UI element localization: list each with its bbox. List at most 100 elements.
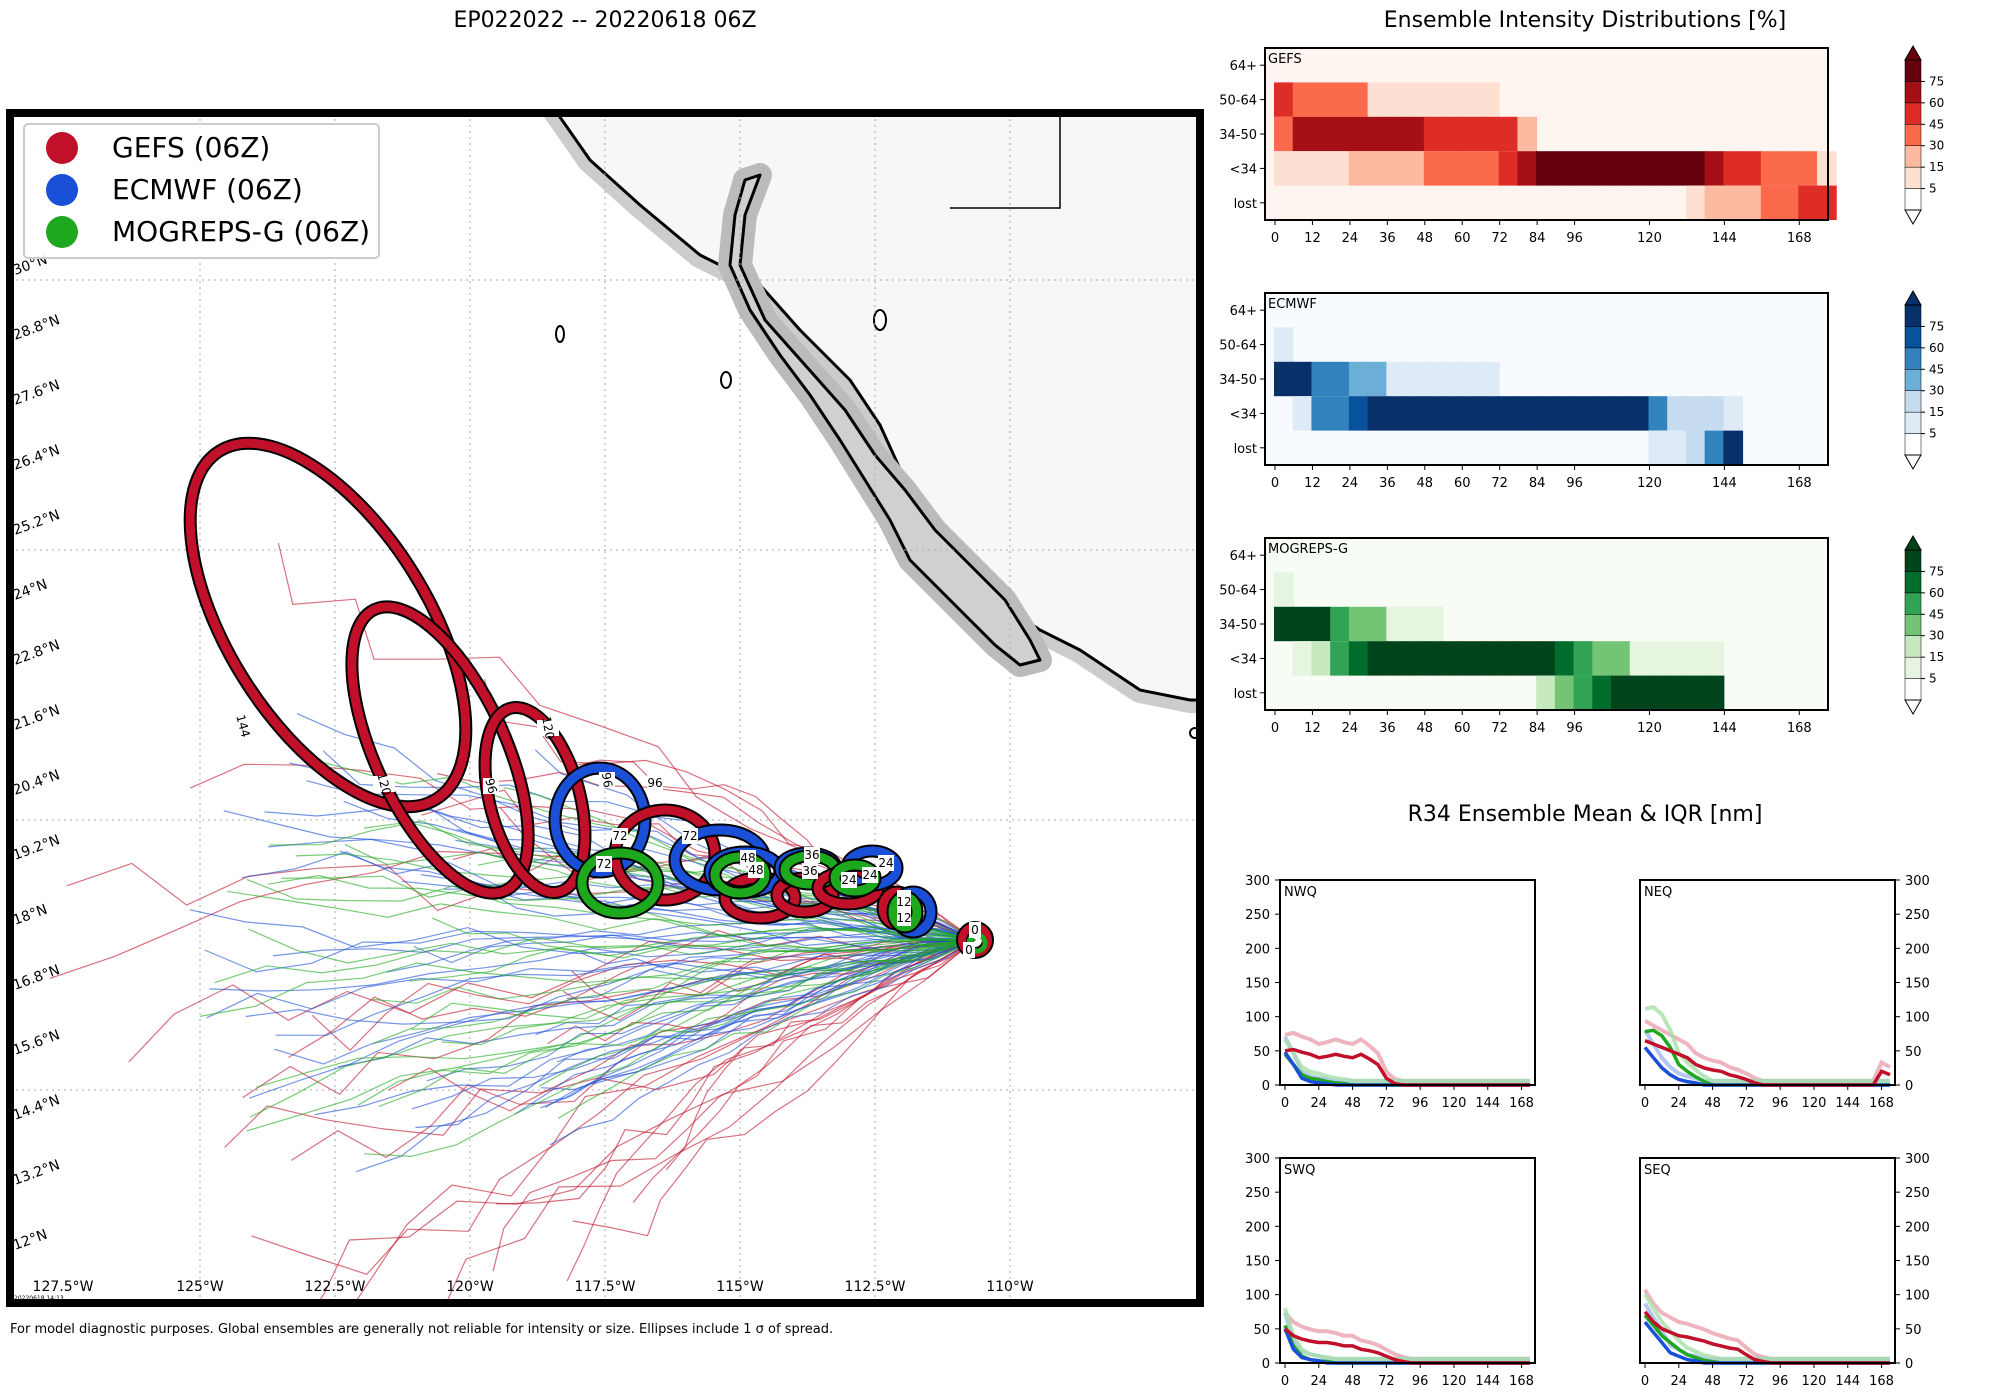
heatmap-cell [1704, 641, 1725, 676]
heatmap-cell [1367, 606, 1388, 642]
r34-panel-background [1640, 880, 1895, 1085]
colorbar-tick-label: 5 [1929, 672, 1937, 686]
heatmap-cell [1704, 675, 1725, 710]
r34-line-charts: NWQ 0 24 48 72 96 120 144 168 0 50 100 150 200 250 300 N… [1245, 874, 1930, 1389]
colorbar-segment [1904, 571, 1922, 594]
r34-y-tick-label: 150 [1245, 1255, 1270, 1270]
colorbar-segment [1904, 59, 1922, 82]
heatmap-x-tick-label: 96 [1566, 721, 1583, 736]
svg-text:96: 96 [647, 776, 662, 790]
colorbar-segment [1904, 656, 1922, 679]
heatmap-cell [1367, 641, 1388, 676]
ensemble-track-line [443, 887, 976, 941]
heatmap-cell [1704, 151, 1725, 186]
heatmap-cell [1592, 675, 1613, 710]
colorbar-segment [1904, 347, 1922, 370]
heatmap-row-label: lost [1234, 687, 1257, 702]
heatmap-x-tick-label: 48 [1417, 721, 1434, 736]
heatmap-cell [1461, 361, 1481, 397]
heatmap-cell [1498, 116, 1519, 152]
heatmap-cell [1479, 151, 1500, 186]
heatmap-cell [1405, 606, 1425, 642]
heatmap-cell [1685, 430, 1706, 465]
r34-x-tick-label: 0 [1281, 1374, 1289, 1389]
heatmap-cell [1442, 361, 1463, 397]
heatmap-cell [1292, 116, 1313, 152]
heatmap-cell [1704, 396, 1725, 431]
r34-x-tick-label: 144 [1475, 1374, 1500, 1389]
svg-text:144: 144 [233, 713, 252, 739]
heatmap-cell [1461, 116, 1481, 152]
colorbar-segment [1904, 188, 1922, 211]
heatmap-x-tick-label: 12 [1304, 231, 1321, 246]
svg-text:120: 120 [539, 716, 557, 741]
colorbar-extend-top [1904, 289, 1922, 306]
r34-x-tick-label: 120 [1442, 1374, 1467, 1389]
r34-panel-background [1640, 1158, 1895, 1363]
svg-text:48: 48 [740, 851, 755, 865]
r34-y-tick-label: 50 [1905, 1045, 1922, 1060]
heatmap-cell [1479, 396, 1500, 431]
heatmap-x-tick-label: 24 [1342, 231, 1359, 246]
svg-text:120: 120 [374, 771, 393, 797]
heatmap-model-label: ECMWF [1268, 297, 1317, 312]
ensemble-track-line [538, 939, 976, 1087]
heatmap-cell [1592, 396, 1613, 431]
ensemble-track-line [492, 939, 976, 1272]
colorbar-tick-label: 60 [1929, 341, 1944, 355]
heatmap-cell [1611, 151, 1631, 186]
heatmap-row-label: 34-50 [1219, 128, 1257, 143]
heatmap-cell [1648, 675, 1669, 710]
ensemble-track-line [592, 939, 976, 1085]
svg-text:24: 24 [841, 873, 856, 887]
r34-spread-line [1644, 1004, 1890, 1083]
colorbar-segment [1904, 102, 1922, 125]
heatmap-cell [1386, 82, 1407, 117]
r34-spread-line [1283, 1038, 1530, 1083]
intensity-title: Ensemble Intensity Distributions [%] [1383, 8, 1787, 33]
heatmap-cell [1629, 396, 1650, 431]
heatmap-cell [1386, 361, 1407, 397]
heatmap-cell [1517, 641, 1538, 676]
heatmap-cell [1667, 151, 1687, 186]
r34-x-tick-label: 96 [1412, 1096, 1429, 1111]
colorbar-segment [1904, 411, 1922, 434]
lon-label: 117.5°W [575, 1279, 636, 1295]
heatmap-cell [1423, 641, 1444, 676]
colorbar-segment [1904, 369, 1922, 391]
heatmap-x-tick-label: 36 [1379, 721, 1396, 736]
lon-label: 127.5°W [33, 1279, 94, 1295]
heatmap-cell [1667, 641, 1687, 676]
ensemble-track-line [199, 939, 976, 1017]
heatmap-cell [1292, 361, 1313, 397]
heatmap-cell [1704, 430, 1725, 465]
heatmap-x-tick-label: 72 [1491, 721, 1508, 736]
heatmap-cell [1442, 151, 1463, 186]
heatmap-cell [1685, 396, 1706, 431]
heatmap-row-label: 50-64 [1219, 339, 1257, 354]
ensemble-track-line [295, 853, 976, 941]
r34-y-tick-label: 50 [1253, 1323, 1270, 1338]
heatmap-cell [1685, 185, 1706, 220]
r34-y-tick-label: 300 [1245, 1152, 1270, 1167]
svg-text:12: 12 [896, 895, 911, 909]
heatmap-cell [1274, 572, 1294, 607]
ensemble-track-line [572, 939, 976, 1237]
heatmap-x-tick-label: 0 [1271, 476, 1279, 491]
heatmap-cell [1536, 151, 1556, 186]
r34-panel-background [1280, 880, 1535, 1085]
heatmap-cell [1779, 185, 1800, 220]
heatmap-cell [1311, 641, 1332, 676]
heatmap-cell [1742, 151, 1762, 186]
colorbar-tick-label: 45 [1929, 362, 1944, 376]
r34-x-tick-label: 24 [1671, 1374, 1688, 1389]
ensemble-track-line [557, 939, 976, 1120]
colorbar-extend-bottom [1904, 454, 1922, 471]
heatmap-x-tick-label: 36 [1379, 231, 1396, 246]
svg-text:24: 24 [878, 856, 893, 870]
svg-text:72: 72 [682, 829, 697, 843]
heatmap-cell [1498, 641, 1519, 676]
heatmap-cell [1386, 641, 1407, 676]
heatmap-x-tick-label: 12 [1304, 721, 1321, 736]
heatmap-cell [1442, 396, 1463, 431]
